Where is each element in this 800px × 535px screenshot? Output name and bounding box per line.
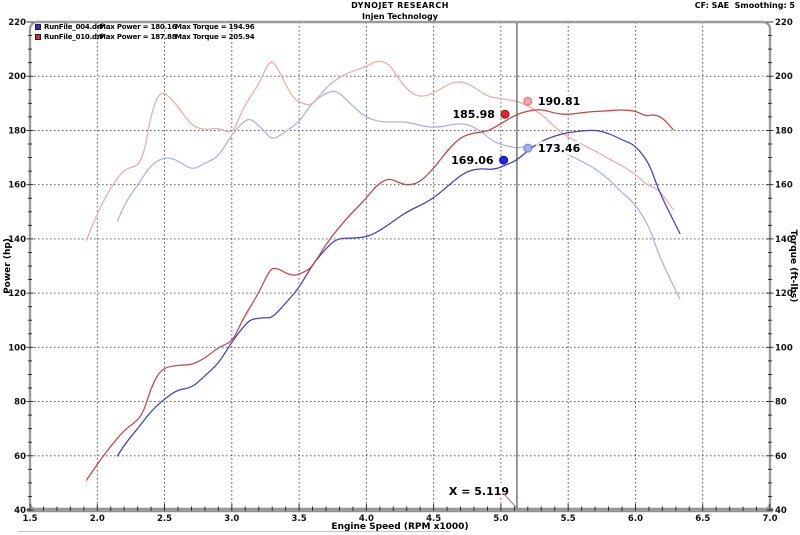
legend: RunFile_004.drf Max Power = 180.16 Max Tor…	[35, 23, 335, 42]
y-tick-label-left: 200	[8, 72, 26, 82]
x-tick-label: 6.5	[695, 514, 710, 524]
series-curve-RunFile_010.drf-power	[85, 109, 674, 481]
legend-max-power: Max Power = 180.16	[99, 23, 177, 31]
legend-swatch-icon	[35, 24, 41, 30]
marker-label-bg	[535, 141, 580, 156]
x-tick-label: 7.0	[762, 514, 777, 524]
y-tick-label-right: 160	[775, 181, 793, 191]
cursor-leader-line	[503, 493, 517, 508]
cursor-label-bg	[444, 483, 505, 498]
y-tick-label-right: 140	[775, 235, 793, 245]
y-tick-label-left: 220	[8, 18, 26, 28]
x-axis-title: Engine Speed (RPM x1000)	[331, 522, 468, 532]
y-axis-title-power: Power (hp)	[3, 238, 13, 294]
x-tick-label: 5.0	[493, 514, 508, 524]
series-curve-RunFile_004.drf-power	[116, 129, 681, 457]
legend-file-name: RunFile_010.drf	[44, 32, 103, 41]
y-tick-label-left: 160	[8, 181, 26, 191]
x-tick-label: 5.5	[561, 514, 576, 524]
y-tick-label-left: 120	[8, 289, 26, 299]
legend-max-torque: Max Torque = 205.94	[175, 32, 255, 41]
legend-row-RunFile_004.drf: RunFile_004.drf Max Power = 180.16 Max Tor…	[35, 23, 335, 33]
y-tick-label-right: 60	[775, 452, 787, 462]
report-subtitle: Injen Technology	[362, 12, 438, 21]
legend-row-RunFile_010.drf: RunFile_010.drf Max Power = 187.88 Max Tor…	[35, 33, 335, 43]
x-tick-label: 6.0	[628, 514, 643, 524]
y-tick-label-left: 40	[14, 506, 26, 516]
marker-value-label: 169.06	[451, 154, 494, 167]
x-tick-label: 3.5	[292, 514, 307, 524]
marker-dot	[499, 155, 509, 165]
marker-label-bg	[450, 107, 495, 122]
plot-border	[28, 20, 772, 512]
series-curve-RunFile_004.drf-torque	[116, 90, 681, 300]
marker-value-label: 173.46	[538, 142, 581, 155]
bottom-divider	[18, 531, 450, 532]
report-title: DYNOJET RESEARCH	[351, 1, 449, 10]
marker-label-bg	[449, 153, 494, 168]
marker-label-bg	[535, 94, 580, 109]
y-tick-label-left: 80	[14, 398, 26, 408]
y-tick-label-right: 80	[775, 398, 787, 408]
marker-dot	[523, 96, 533, 106]
y-axis-title-torque: Torque (ft-lbs)	[788, 230, 798, 303]
legend-max-power: Max Power = 187.88	[99, 32, 177, 41]
x-tick-label: 4.5	[426, 514, 441, 524]
marker-value-label: 185.98	[452, 108, 494, 121]
y-tick-label-right: 40	[775, 506, 787, 516]
cursor-x-label: X = 5.119	[449, 485, 509, 498]
correction-smoothing-label: CF: SAE Smoothing: 5	[694, 1, 795, 10]
y-tick-label-left: 100	[8, 343, 26, 353]
y-tick-label-left: 180	[8, 126, 26, 136]
y-tick-label-right: 100	[775, 343, 793, 353]
x-tick-label: 4.0	[359, 514, 374, 524]
y-tick-label-right: 180	[775, 126, 793, 136]
marker-dot	[523, 143, 533, 153]
y-tick-label-right: 120	[775, 289, 793, 299]
y-tick-label-right: 200	[775, 72, 793, 82]
marker-value-label: 190.81	[538, 95, 580, 108]
series-curve-RunFile_010.drf-torque	[85, 60, 674, 241]
legend-max-torque: Max Torque = 194.96	[175, 23, 255, 31]
y-tick-label-left: 140	[8, 235, 26, 245]
y-tick-label-right: 220	[775, 18, 793, 28]
x-tick-label: 2.0	[90, 514, 105, 524]
x-tick-label: 2.5	[157, 514, 172, 524]
legend-swatch-icon	[35, 33, 41, 40]
y-tick-label-left: 60	[14, 452, 26, 462]
marker-dot	[500, 109, 510, 119]
x-tick-label: 3.0	[224, 514, 239, 524]
x-tick-label: 1.5	[22, 514, 37, 524]
legend-file-name: RunFile_004.drf	[44, 23, 103, 31]
